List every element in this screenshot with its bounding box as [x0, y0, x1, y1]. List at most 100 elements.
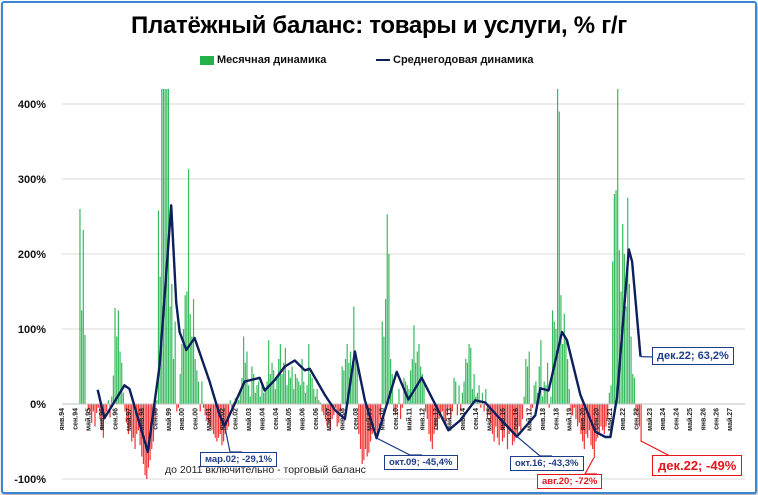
bar — [478, 385, 480, 404]
x-tick-label: май.27 — [726, 408, 734, 431]
bar — [97, 404, 99, 408]
legend-line-swatch — [376, 59, 390, 61]
bar — [119, 351, 121, 404]
bar — [316, 389, 318, 404]
bar — [632, 374, 634, 404]
bar — [306, 385, 308, 404]
bar — [127, 404, 129, 434]
bar — [196, 370, 198, 404]
bar — [628, 284, 630, 404]
x-tick-label: сен.16 — [513, 408, 520, 430]
x-tick-label: май.25 — [686, 408, 694, 431]
bar — [470, 347, 472, 404]
bar — [343, 370, 345, 404]
bar — [182, 329, 185, 404]
bar — [341, 366, 343, 404]
legend-bar-swatch — [200, 55, 214, 65]
bar — [209, 404, 211, 427]
bar — [423, 381, 425, 404]
bar — [201, 381, 203, 404]
bar — [189, 314, 191, 404]
bar — [627, 197, 629, 404]
bar — [101, 404, 103, 431]
x-tick-label: сен.26 — [714, 408, 721, 430]
bar — [555, 329, 557, 404]
bar — [602, 404, 604, 431]
bar — [378, 404, 380, 427]
x-tick-label: янв.16 — [500, 408, 507, 430]
bar — [238, 400, 240, 404]
bar — [633, 377, 636, 404]
bar — [640, 404, 642, 441]
bar — [366, 404, 368, 457]
annotation-leader — [376, 437, 422, 456]
x-tick-label: сен.22 — [633, 408, 640, 430]
x-tick-label: сен.12 — [433, 408, 440, 430]
bar — [314, 396, 317, 404]
x-tick-label: сен.02 — [233, 408, 240, 430]
bar — [541, 396, 544, 404]
bar — [525, 359, 527, 404]
bar — [368, 404, 370, 453]
x-tick-label: май.01 — [205, 408, 213, 431]
bar — [117, 310, 119, 404]
bar — [528, 351, 530, 404]
bar — [381, 321, 383, 404]
bar — [321, 404, 323, 412]
bar — [351, 374, 353, 404]
bar — [580, 404, 582, 434]
bar — [311, 377, 313, 404]
bar — [102, 404, 104, 438]
bar — [433, 404, 435, 434]
bar — [426, 404, 428, 419]
bar — [413, 325, 415, 404]
bar — [263, 392, 265, 404]
x-tick-label: янв.96 — [99, 408, 106, 430]
bar — [410, 370, 412, 404]
bar — [246, 351, 248, 404]
bar — [339, 404, 342, 412]
bar — [496, 404, 499, 438]
bar — [446, 404, 448, 416]
bar — [276, 377, 278, 404]
bar — [197, 381, 200, 404]
bar — [331, 404, 333, 419]
bar — [568, 389, 570, 404]
bar — [324, 404, 327, 419]
x-tick-label: янв.08 — [340, 408, 347, 430]
bar — [224, 404, 226, 434]
bar — [435, 404, 437, 427]
bar — [371, 404, 373, 434]
annotation-leader — [583, 457, 597, 475]
bar — [578, 404, 580, 423]
annotation-dec22-monthly: дек.22; -49% — [652, 455, 743, 476]
bar — [582, 404, 584, 442]
bar — [326, 404, 328, 427]
bar — [289, 377, 291, 404]
bar — [428, 404, 430, 434]
bar — [418, 344, 420, 404]
bar — [567, 359, 569, 404]
bar — [283, 362, 285, 404]
bar — [425, 404, 427, 412]
bar — [530, 404, 532, 412]
bar — [298, 381, 300, 404]
bar — [463, 381, 465, 404]
x-tick-label: май.13 — [445, 408, 453, 431]
bar — [134, 404, 136, 449]
bar — [610, 385, 612, 404]
bar — [386, 214, 388, 404]
bar — [451, 404, 453, 412]
bar — [92, 404, 94, 412]
x-tick-label: май.23 — [646, 408, 654, 431]
bar — [635, 404, 637, 416]
note-trade-balance: до 2011 включительно - торговый баланс — [165, 464, 366, 476]
bar — [458, 385, 460, 404]
bar — [376, 404, 378, 438]
bar — [202, 404, 205, 408]
bar — [81, 310, 83, 404]
x-tick-label: янв.24 — [660, 408, 667, 430]
bar — [112, 375, 114, 404]
bar — [172, 359, 175, 404]
